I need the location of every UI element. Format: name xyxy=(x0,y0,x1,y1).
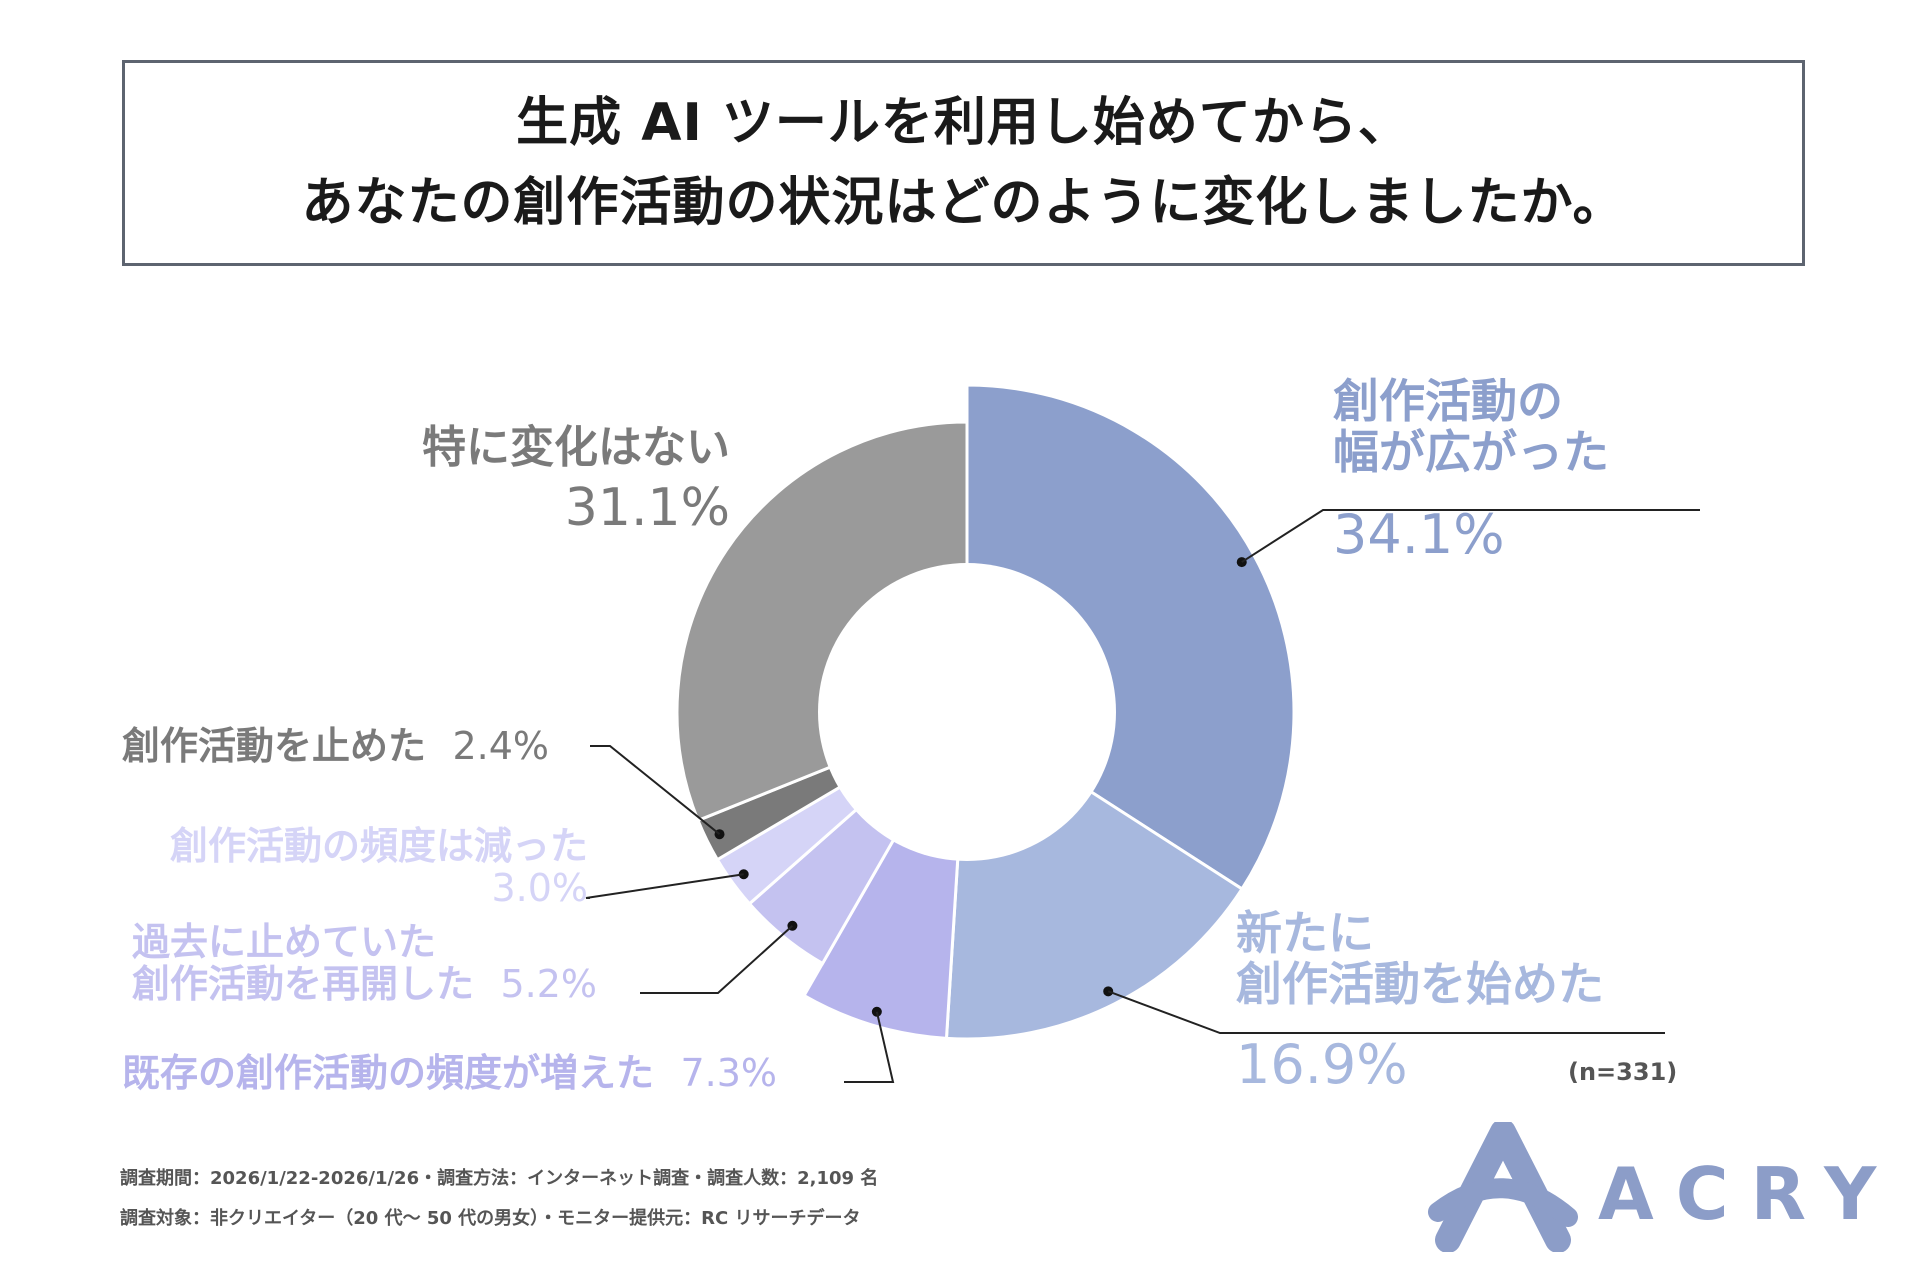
leader-slice-3 xyxy=(640,925,794,994)
leader-slice-5 xyxy=(590,745,721,835)
label-slice-1-line2: 創作活動を始めた xyxy=(1236,956,1604,1011)
leader-slice-1 xyxy=(1107,990,1665,1034)
label-slice-0-line1: 創作活動の xyxy=(1333,374,1563,428)
label-slice-3-line2: 創作活動を再開した xyxy=(132,961,475,1006)
survey-note-2: 調査対象：非クリエイター（20 代～ 50 代の男女）・モニター提供元：RC リ… xyxy=(120,1208,861,1229)
title-line-2: あなたの創作活動の状況はどのように変化しましたか。 xyxy=(301,173,1626,233)
label-slice-6: 特に変化はない 31.1% xyxy=(360,422,730,539)
sample-size: (n=331) xyxy=(1568,1058,1678,1086)
title-line-1: 生成 AI ツールを利用し始めてから、 xyxy=(516,93,1411,153)
survey-note-1: 調査期間：2026/1/22-2026/1/26・調査方法：インターネット調査・… xyxy=(120,1168,879,1189)
value-slice-6: 31.1% xyxy=(564,478,730,539)
acry-logo-mark xyxy=(1428,1122,1578,1252)
value-slice-3: 5.2% xyxy=(500,961,598,1006)
label-slice-2-line1: 既存の創作活動の頻度が増えた xyxy=(122,1051,655,1095)
value-slice-4: 3.0% xyxy=(491,865,588,910)
value-slice-2: 7.3% xyxy=(680,1051,778,1095)
leader-slice-0 xyxy=(1241,509,1700,563)
label-slice-2: 既存の創作活動の頻度が増えた 7.3% xyxy=(122,1051,778,1095)
donut-hole xyxy=(818,563,1116,861)
label-slice-0: 創作活動の 幅が広がった 34.1% xyxy=(1333,376,1609,565)
title-box: 生成 AI ツールを利用し始めてから、 あなたの創作活動の状況はどのように変化し… xyxy=(122,60,1805,266)
value-slice-1: 16.9% xyxy=(1236,1033,1408,1097)
brand-name: ACRY xyxy=(1598,1152,1899,1236)
label-slice-3: 過去に止めていた 創作活動を再開した 5.2% xyxy=(132,920,598,1006)
leader-slice-4 xyxy=(585,873,744,899)
label-slice-5: 創作活動を止めた 2.4% xyxy=(122,724,550,768)
label-slice-6-line1: 特に変化はない xyxy=(422,422,730,473)
label-slice-4-line1: 創作活動の頻度は減った xyxy=(169,824,588,868)
leader-slice-2 xyxy=(844,1011,895,1083)
value-slice-0: 34.1% xyxy=(1333,503,1505,567)
label-slice-3-line1: 過去に止めていた xyxy=(132,920,437,964)
label-slice-4: 創作活動の頻度は減った 3.0% xyxy=(128,824,588,910)
label-slice-0-line2: 幅が広がった xyxy=(1333,424,1609,479)
label-slice-1-line1: 新たに xyxy=(1236,906,1374,960)
label-slice-1: 新たに 創作活動を始めた 16.9% xyxy=(1236,908,1604,1095)
label-slice-5-line1: 創作活動を止めた xyxy=(122,724,427,768)
value-slice-5: 2.4% xyxy=(452,724,550,768)
